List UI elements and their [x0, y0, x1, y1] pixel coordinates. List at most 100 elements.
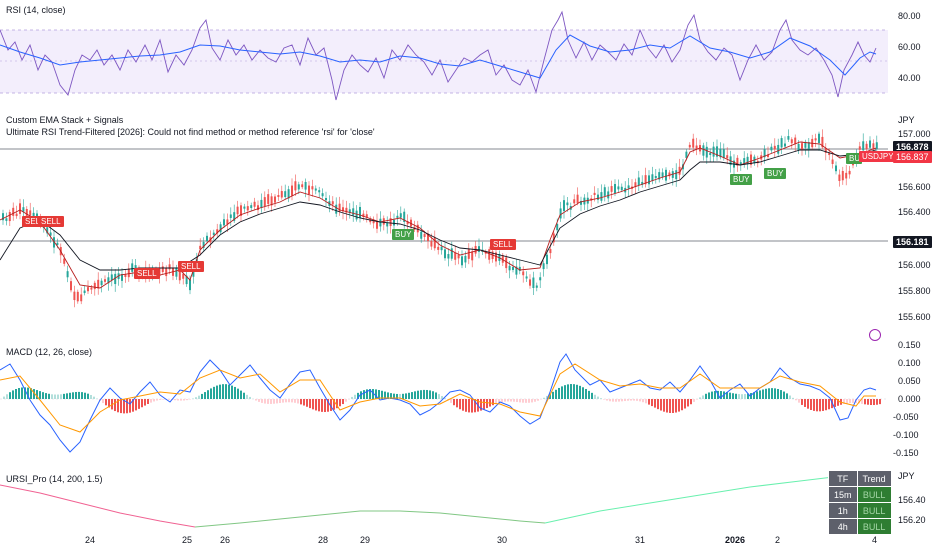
macd-histogram-bar — [87, 393, 89, 399]
macd-histogram-bar — [627, 399, 629, 401]
macd-histogram-bar — [843, 399, 845, 404]
macd-histogram-bar — [684, 399, 686, 409]
candle-body — [709, 152, 712, 156]
main-currency: JPY — [898, 115, 915, 125]
candle-body — [87, 287, 89, 292]
candle-body — [301, 184, 304, 188]
macd-histogram-bar — [369, 389, 371, 399]
macd-histogram-bar — [858, 399, 860, 404]
macd-histogram-bar — [129, 399, 131, 413]
candle-body — [107, 277, 110, 284]
candle-body — [5, 218, 8, 221]
macd-histogram-bar — [420, 390, 422, 399]
ursi-pane[interactable]: URSI_Pro (14, 200, 1.5) JPY 156.40 156.2… — [0, 465, 932, 533]
macd-histogram-bar — [48, 393, 50, 399]
candle-body — [161, 266, 164, 273]
candle-body — [702, 145, 705, 156]
time-label: 31 — [635, 535, 646, 545]
candle-body — [192, 269, 195, 277]
macd-histogram-bar — [162, 399, 164, 400]
symbol-tag[interactable]: USDJPY — [859, 151, 897, 162]
macd-histogram-bar — [147, 399, 149, 405]
candle-body — [457, 254, 460, 259]
macd-histogram-bar — [729, 392, 731, 399]
macd-histogram-bar — [696, 399, 698, 400]
candle-body — [121, 273, 123, 281]
macd-histogram-bar — [453, 399, 455, 406]
candle-body — [389, 218, 392, 227]
candle-body — [444, 249, 446, 259]
macd-histogram-bar — [438, 394, 440, 399]
rsi-band — [0, 30, 888, 93]
macd-histogram-bar — [168, 399, 170, 400]
candle-body — [199, 245, 202, 250]
trend-value: BULL — [856, 502, 892, 519]
signal-line — [0, 363, 876, 433]
macd-axis-0000: 0.000 — [898, 394, 921, 404]
macd-histogram-bar — [135, 399, 137, 411]
candle-body — [287, 189, 290, 199]
price-pane[interactable]: Custom EMA Stack + Signals Ultimate RSI … — [0, 110, 932, 341]
macd-histogram-bar — [36, 390, 38, 399]
candle-body — [250, 205, 253, 208]
candle-body — [178, 271, 181, 281]
candle-body — [532, 277, 535, 288]
price-axis-156000: 156.000 — [898, 260, 931, 270]
macd-histogram-bar — [459, 399, 461, 410]
macd-histogram-bar — [321, 399, 323, 412]
macd-histogram-bar — [759, 390, 761, 399]
macd-histogram-bar — [201, 393, 203, 399]
macd-histogram-bar — [468, 399, 470, 413]
candle-body — [658, 172, 661, 180]
candle-body — [688, 144, 691, 148]
candle-body — [736, 157, 739, 166]
candle-body — [648, 175, 650, 185]
candle-body — [593, 192, 596, 196]
candle-body — [321, 193, 324, 197]
macd-histogram-bar — [186, 399, 188, 401]
candle-body — [212, 232, 215, 236]
macd-histogram-bar — [30, 388, 32, 399]
trend-tf: 1h — [828, 502, 858, 519]
macd-histogram-bar — [273, 399, 275, 404]
macd-histogram-bar — [483, 399, 485, 410]
candle-body — [49, 232, 52, 236]
alert-icon[interactable] — [869, 329, 881, 341]
candle-body — [372, 220, 375, 224]
macd-histogram-bar — [207, 390, 209, 399]
macd-histogram-bar — [210, 388, 212, 399]
macd-pane[interactable]: MACD (12, 26, close) 0.150 0.100 0.050 0… — [0, 340, 932, 465]
candle-body — [131, 263, 134, 272]
time-axis[interactable]: 24 25 26 28 29 30 31 2026 2 4 — [0, 533, 932, 550]
candle-body — [246, 206, 249, 211]
candle-body — [529, 279, 531, 286]
candle-body — [185, 275, 188, 285]
candle-body — [634, 182, 637, 187]
macd-histogram-bar — [39, 391, 41, 399]
rsi-pane[interactable]: RSI (14, close) 80.00 60.00 40.00 — [0, 0, 932, 110]
candle-body — [352, 208, 355, 216]
macd-histogram-bar — [471, 399, 473, 413]
macd-histogram-bar — [396, 393, 398, 399]
macd-axis-m0150: -0.150 — [893, 448, 919, 458]
macd-histogram-bar — [153, 399, 155, 402]
candle-body — [461, 256, 463, 266]
candle-body — [124, 274, 127, 277]
candle-body — [396, 215, 399, 218]
macd-histogram-bar — [630, 399, 632, 401]
candle-body — [726, 155, 729, 159]
price-tag-current: 156.878 — [893, 141, 932, 153]
candle-body — [257, 205, 259, 211]
candle-body — [202, 241, 205, 248]
candle-body — [433, 237, 436, 249]
rsi-chart — [0, 10, 888, 101]
candle-body — [716, 146, 718, 157]
macd-histogram-bar — [588, 390, 590, 399]
candle-body — [25, 209, 28, 216]
candle-body — [597, 194, 599, 200]
candle-body — [678, 166, 681, 175]
macd-chart — [0, 353, 888, 453]
macd-histogram-bar — [312, 399, 314, 410]
ursi-title: URSI_Pro (14, 200, 1.5) — [6, 474, 103, 484]
candle-body — [168, 264, 171, 270]
